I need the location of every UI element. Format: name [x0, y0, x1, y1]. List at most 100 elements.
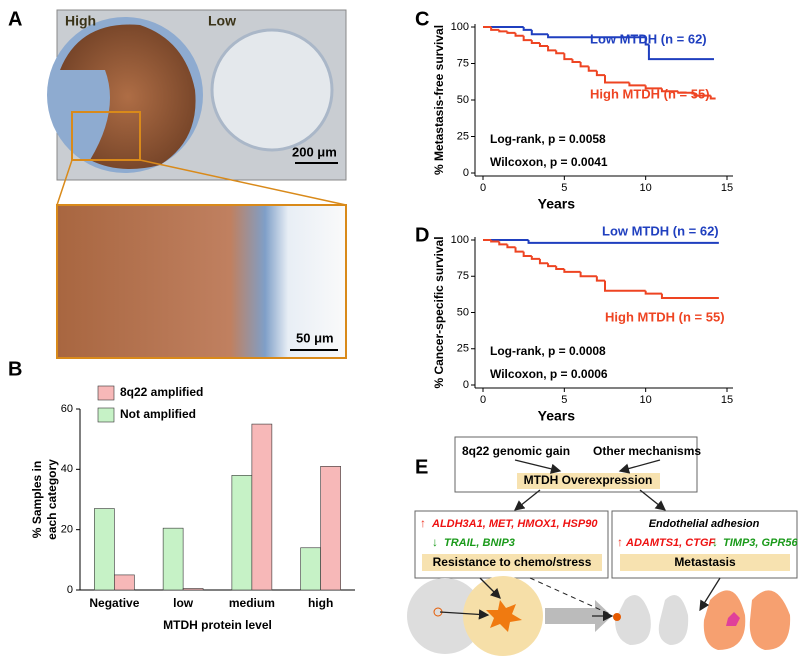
- x-tick-label: 5: [561, 182, 567, 194]
- x-axis-label: Years: [538, 196, 576, 212]
- cell: [613, 613, 621, 621]
- survival-step: [527, 240, 719, 244]
- y-tick-label: 50: [457, 306, 469, 318]
- survival-step: [555, 50, 565, 55]
- survival-step: [498, 241, 508, 246]
- gene-list: TIMP3, GPR56: [723, 537, 798, 549]
- y-tick-label: 100: [451, 234, 469, 246]
- survival-step: [660, 88, 679, 93]
- survival-step: [490, 240, 500, 243]
- x-tick-label: Negative: [89, 596, 139, 610]
- y-tick-label: 0: [463, 167, 469, 179]
- x-tick-label: 0: [480, 394, 486, 406]
- tissue-stain: [60, 24, 196, 169]
- y-tick-label: 60: [61, 403, 73, 415]
- bar: [94, 508, 115, 591]
- survival-step: [644, 37, 649, 46]
- gene-list: ALDH3A1, MET, HMOX1, HSP90: [431, 518, 598, 530]
- text: Other mechanisms: [593, 444, 701, 458]
- panel-label: E: [415, 456, 428, 478]
- survival-step: [595, 276, 605, 282]
- y-tick-label: 50: [457, 94, 469, 106]
- y-tick-label: 20: [61, 524, 73, 536]
- survival-step: [498, 29, 508, 33]
- x-tick-label: 0: [480, 182, 486, 194]
- bar: [182, 588, 204, 591]
- y-tick-label: 0: [67, 584, 73, 596]
- y-tick-label: 40: [61, 463, 73, 475]
- series-label: High MTDH (n = 55): [605, 309, 725, 324]
- survival-step: [677, 91, 695, 94]
- bar: [300, 547, 321, 591]
- panel-label: D: [415, 224, 429, 246]
- cell-niche: [407, 578, 483, 654]
- survival-step: [660, 293, 719, 299]
- survival-step: [530, 40, 540, 45]
- series-label: Low MTDH (n = 62): [590, 31, 707, 46]
- x-axis-label: MTDH protein level: [163, 618, 272, 632]
- lung: [703, 590, 791, 650]
- series-label: High MTDH (n = 55): [590, 86, 710, 101]
- survival-step: [506, 31, 516, 34]
- survival-step: [514, 247, 524, 253]
- y-axis-label: % Metastasis-free survival: [432, 25, 446, 175]
- survival-step: [547, 263, 557, 268]
- arrow-up: ↑: [617, 535, 623, 549]
- arrow-down: ↓: [432, 535, 438, 549]
- survival-step: [571, 59, 581, 64]
- gene-list: ADAMTS1, CTGF: [625, 537, 716, 549]
- y-tick-label: 75: [457, 57, 469, 69]
- survival-step: [693, 92, 711, 97]
- y-axis-label: each category: [45, 459, 59, 540]
- x-tick-label: medium: [229, 596, 275, 610]
- scale-label: 200 μm: [292, 144, 337, 159]
- survival-step: [595, 70, 605, 77]
- bar: [320, 466, 341, 591]
- x-tick-label: 5: [561, 394, 567, 406]
- x-tick-label: low: [173, 596, 194, 610]
- lung: [615, 595, 689, 645]
- y-tick-label: 75: [457, 270, 469, 282]
- metastasis: [726, 612, 740, 626]
- x-tick-label: 10: [640, 182, 652, 194]
- gene-list: TRAIL, BNIP3: [444, 537, 515, 549]
- zoom-box: [71, 111, 141, 161]
- panel-a: A High Low 200 μm 50 μm: [8, 8, 347, 359]
- survival-step: [563, 269, 581, 273]
- y-axis-label: % Samples in: [30, 461, 44, 538]
- bar: [251, 423, 273, 591]
- panel-label: B: [8, 358, 22, 380]
- x-tick-label: high: [308, 596, 333, 610]
- y-tick-label: 25: [457, 343, 469, 355]
- annotation: Wilcoxon, p = 0.0041: [490, 155, 608, 169]
- text: Resistance to chemo/stress: [433, 555, 592, 569]
- survival-step: [604, 280, 646, 292]
- survival-step: [538, 43, 549, 47]
- survival-step: [506, 244, 516, 249]
- annotation: Log-rank, p = 0.0058: [490, 132, 606, 146]
- text: MTDH Overexpression: [524, 473, 653, 487]
- series-label: Low MTDH (n = 62): [602, 223, 719, 238]
- zoom-micrograph: [56, 204, 347, 359]
- survival-step: [604, 75, 630, 84]
- annotation: Wilcoxon, p = 0.0006: [490, 367, 608, 381]
- x-tick-label: 15: [721, 182, 733, 194]
- x-axis-label: Years: [538, 408, 576, 424]
- label-high: High: [65, 13, 96, 29]
- legend-swatch: [97, 385, 115, 401]
- y-tick-label: 0: [463, 379, 469, 391]
- zoom-line: [56, 159, 73, 206]
- legend-label: 8q22 amplified: [120, 385, 203, 399]
- survival-step: [628, 82, 646, 87]
- survival-step: [530, 255, 540, 260]
- survival-step: [579, 62, 589, 68]
- survival-step: [547, 34, 646, 39]
- text: Metastasis: [674, 555, 736, 569]
- survival-step: [644, 85, 662, 90]
- bar: [620, 554, 790, 571]
- x-tick-label: 15: [721, 394, 733, 406]
- text: Endothelial adhesion: [649, 518, 760, 530]
- legend-label: Not amplified: [120, 407, 196, 421]
- survival-step: [514, 32, 524, 37]
